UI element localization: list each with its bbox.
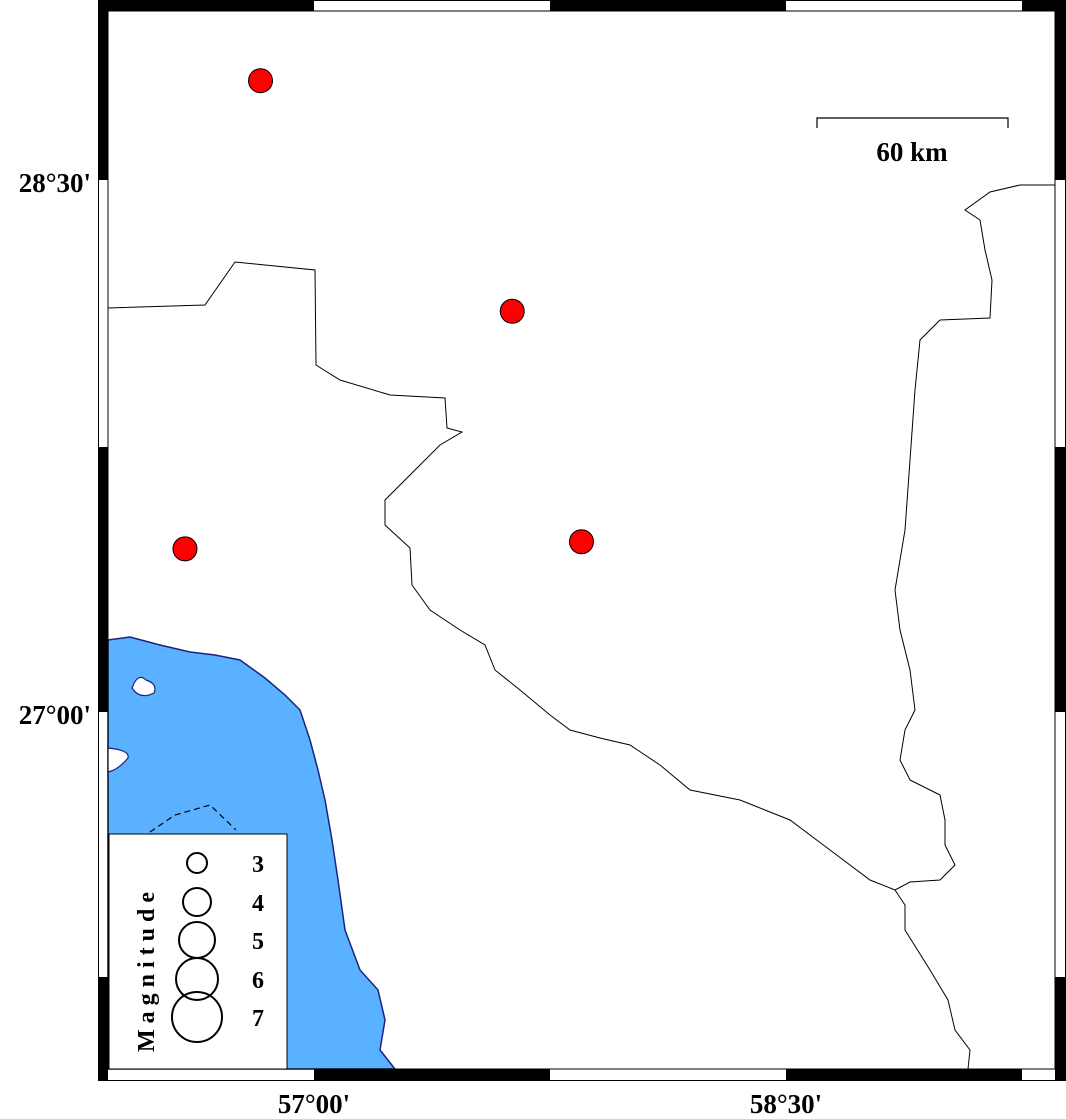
earthquake-event: [172, 536, 198, 562]
legend-value: 6: [252, 968, 264, 994]
earthquake-event: [499, 298, 525, 324]
legend-circle-7: [171, 991, 223, 1043]
earthquake-event: [248, 68, 274, 94]
island: [107, 747, 129, 773]
map-frame: [98, 0, 1066, 1081]
legend-circle-6: [175, 957, 219, 1001]
legend-value: 4: [252, 891, 264, 917]
maritime-boundary: [149, 804, 237, 833]
earthquake-event: [568, 529, 594, 555]
legend-value: 7: [252, 1006, 264, 1032]
province-boundary: [894, 889, 971, 1070]
scale-bar: 60 km: [816, 117, 1009, 167]
legend-value: 5: [252, 929, 264, 955]
lat-label: 27°00': [19, 700, 91, 730]
legend-value: 3: [252, 852, 264, 878]
events-layer: [172, 68, 594, 562]
legend-circle-3: [186, 852, 208, 874]
lon-label: 57°00': [278, 1089, 350, 1119]
island: [131, 676, 156, 697]
scale-bar-label: 60 km: [876, 137, 948, 167]
legend-title: Magnitude: [134, 886, 160, 1052]
lat-label: 28°30': [19, 168, 91, 198]
lon-label: 58°30': [750, 1089, 822, 1119]
province-boundary: [107, 184, 1055, 891]
magnitude-legend: Magnitude 3 4 5 6 7: [108, 833, 288, 1070]
legend-circle-4: [182, 887, 212, 917]
